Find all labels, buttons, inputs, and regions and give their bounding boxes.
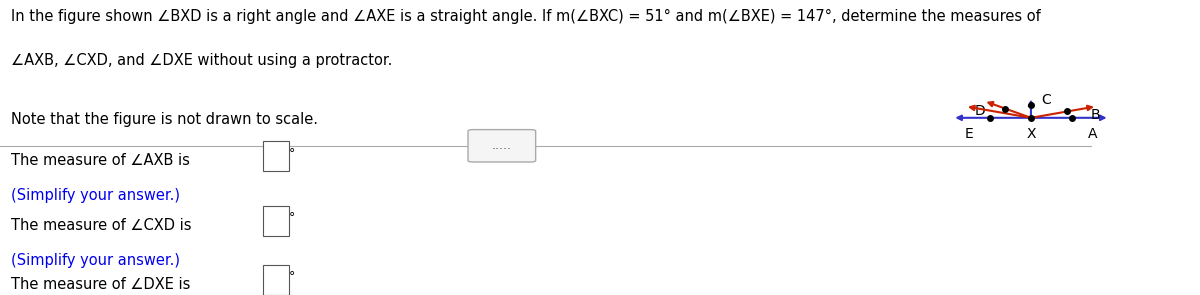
Text: °: ° (289, 212, 295, 224)
Text: °: ° (289, 271, 295, 283)
Text: The measure of ∠DXE is: The measure of ∠DXE is (11, 277, 191, 291)
Text: Note that the figure is not drawn to scale.: Note that the figure is not drawn to sca… (11, 112, 318, 127)
FancyBboxPatch shape (263, 206, 289, 236)
Text: E: E (965, 127, 973, 141)
Text: In the figure shown ∠BXD is a right angle and ∠AXE is a straight angle. If m(∠BX: In the figure shown ∠BXD is a right angl… (11, 9, 1040, 24)
Text: D: D (976, 104, 985, 118)
Text: X: X (1026, 127, 1036, 141)
Text: C: C (1042, 94, 1051, 107)
Text: A: A (1087, 127, 1097, 141)
Text: .....: ..... (492, 139, 512, 152)
FancyBboxPatch shape (468, 130, 535, 162)
FancyBboxPatch shape (263, 141, 289, 171)
Text: The measure of ∠AXB is: The measure of ∠AXB is (11, 153, 190, 168)
FancyBboxPatch shape (263, 265, 289, 295)
Text: ∠AXB, ∠CXD, and ∠DXE without using a protractor.: ∠AXB, ∠CXD, and ∠DXE without using a pro… (11, 53, 392, 68)
Text: (Simplify your answer.): (Simplify your answer.) (11, 188, 180, 203)
Text: °: ° (289, 147, 295, 160)
Text: The measure of ∠CXD is: The measure of ∠CXD is (11, 218, 192, 233)
Text: (Simplify your answer.): (Simplify your answer.) (11, 253, 180, 268)
Text: B: B (1091, 108, 1100, 122)
